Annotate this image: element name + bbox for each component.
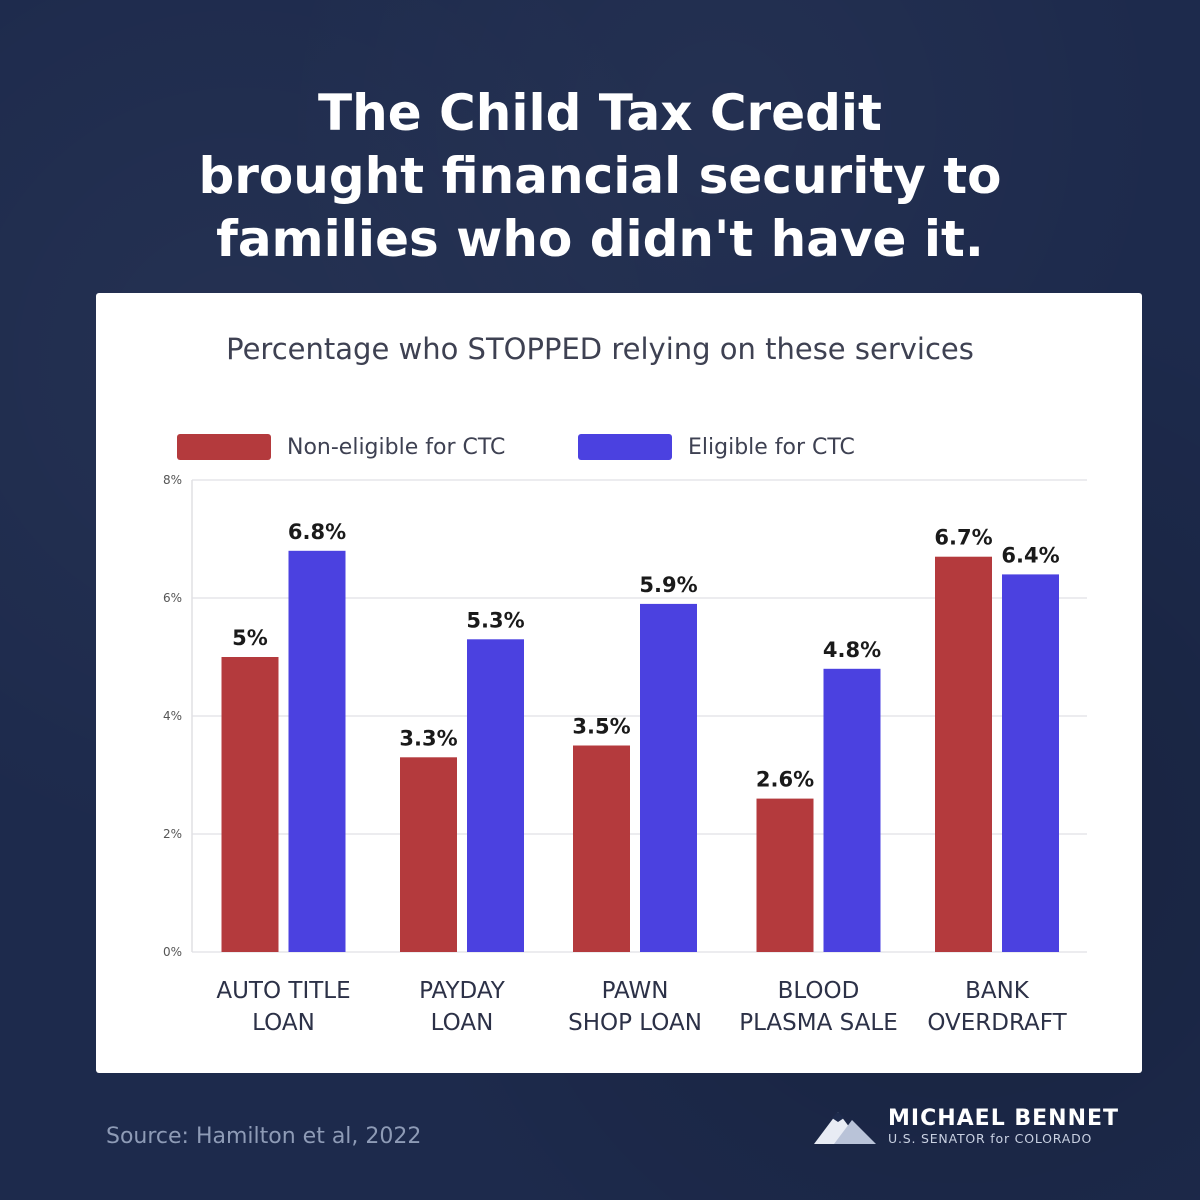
bar-eligible bbox=[288, 550, 346, 952]
legend-item-non-eligible: Non-eligible for CTC bbox=[177, 433, 505, 461]
data-label: 6.7% bbox=[934, 526, 992, 550]
x-category-label: AUTO TITLE bbox=[216, 978, 350, 1004]
data-label: 4.8% bbox=[823, 638, 881, 662]
x-category-label: PAWN bbox=[602, 978, 669, 1004]
x-category-label: LOAN bbox=[252, 1010, 315, 1036]
data-label: 6.4% bbox=[1001, 543, 1059, 567]
data-label: 5% bbox=[232, 626, 268, 650]
x-category-label: BANK bbox=[965, 978, 1030, 1004]
source-note: Source: Hamilton et al, 2022 bbox=[106, 1124, 422, 1149]
x-category-label: LOAN bbox=[431, 1010, 494, 1036]
headline-line-3: families who didn't have it. bbox=[216, 210, 984, 268]
data-label: 3.3% bbox=[399, 726, 457, 750]
bar-non-eligible bbox=[756, 798, 814, 952]
bar-non-eligible bbox=[935, 556, 992, 952]
bar-eligible bbox=[1002, 574, 1059, 952]
x-category-label: SHOP LOAN bbox=[568, 1010, 702, 1036]
brand-subtitle: U.S. SENATOR for COLORADO bbox=[888, 1131, 1093, 1146]
x-category-label: BLOOD bbox=[778, 978, 860, 1004]
headline-line-2: brought financial security to bbox=[198, 147, 1002, 205]
data-label: 5.9% bbox=[639, 573, 697, 597]
legend-swatch-eligible bbox=[578, 434, 672, 460]
data-label: 3.5% bbox=[572, 715, 630, 739]
legend-swatch-non-eligible bbox=[177, 434, 271, 460]
x-category-label: PLASMA SALE bbox=[739, 1010, 898, 1036]
bar-eligible bbox=[640, 603, 697, 952]
bar-eligible bbox=[823, 668, 881, 952]
headline: The Child Tax Credit brought financial s… bbox=[0, 82, 1200, 271]
bar-non-eligible bbox=[221, 657, 279, 952]
mountain-logo-icon bbox=[814, 1112, 876, 1144]
y-tick-label: 4% bbox=[163, 709, 182, 723]
bar-non-eligible bbox=[400, 757, 457, 952]
data-label: 2.6% bbox=[756, 768, 814, 792]
y-tick-label: 6% bbox=[163, 591, 182, 605]
legend-item-eligible: Eligible for CTC bbox=[578, 433, 855, 461]
bar-eligible bbox=[467, 639, 524, 952]
x-category-label: PAYDAY bbox=[419, 978, 506, 1004]
data-label: 5.3% bbox=[466, 608, 524, 632]
senator-brand: MICHAEL BENNET U.S. SENATOR for COLORADO bbox=[812, 1104, 1122, 1148]
brand-name: MICHAEL BENNET bbox=[888, 1106, 1120, 1131]
bar-non-eligible bbox=[573, 745, 630, 952]
data-label: 6.8% bbox=[288, 520, 346, 544]
y-tick-label: 2% bbox=[163, 827, 182, 841]
legend-label-non-eligible: Non-eligible for CTC bbox=[287, 434, 506, 460]
y-tick-label: 8% bbox=[163, 473, 182, 487]
headline-line-1: The Child Tax Credit bbox=[318, 84, 882, 142]
legend-label-eligible: Eligible for CTC bbox=[688, 434, 855, 460]
chart-title: Percentage who STOPPED relying on these … bbox=[226, 332, 974, 366]
y-tick-label: 0% bbox=[163, 945, 182, 959]
x-category-label: OVERDRAFT bbox=[927, 1010, 1067, 1036]
